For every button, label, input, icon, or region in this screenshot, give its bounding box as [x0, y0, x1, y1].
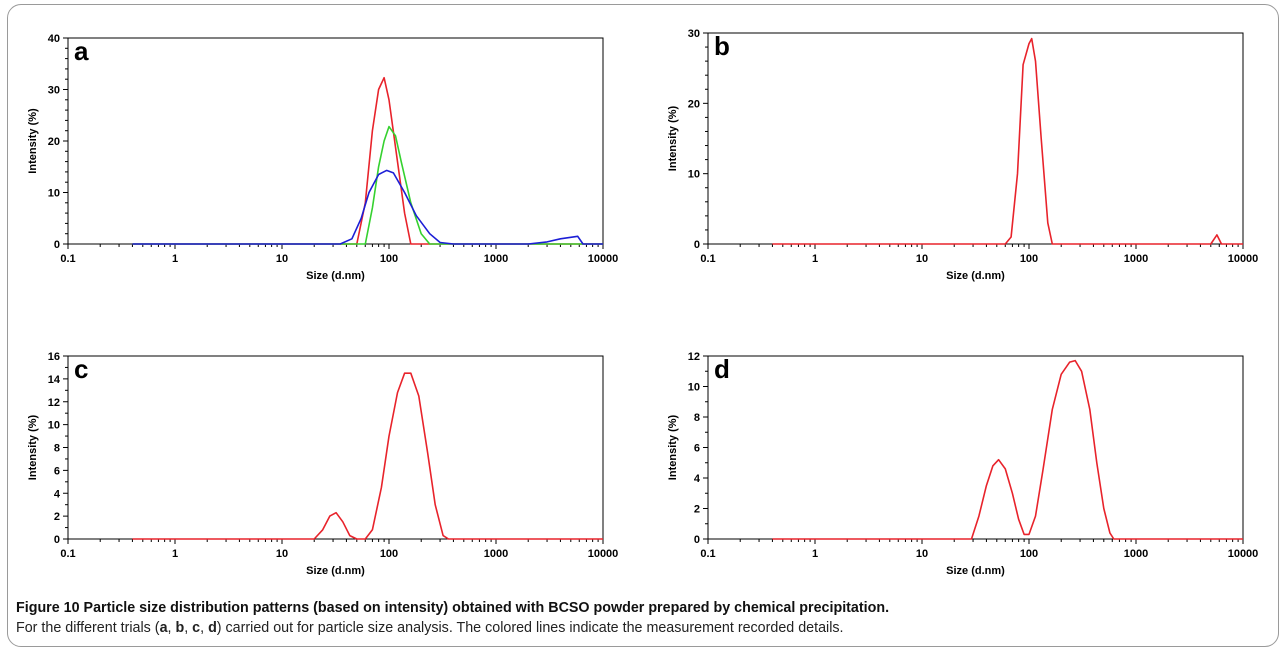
- y-tick-label: 12: [48, 397, 60, 409]
- y-tick-label: 30: [48, 85, 60, 97]
- caption-separator: ,: [167, 620, 176, 636]
- x-tick-label: 100: [380, 548, 398, 560]
- series-line-1: [772, 37, 1243, 245]
- x-tick-label: 1000: [1124, 548, 1148, 560]
- chart-panel-c: 0.1 1 10 100 1000 10000 0 2 4 6 8 10 12 14 16 Size (d.n…: [27, 351, 619, 577]
- y-tick-label: 2: [694, 504, 700, 516]
- caption-separator: ,: [200, 620, 209, 636]
- x-tick-label: 10: [276, 548, 288, 560]
- x-tick-label: 1: [172, 548, 178, 560]
- x-tick-label: 10000: [588, 253, 619, 265]
- y-tick-label: 10: [48, 188, 60, 200]
- caption-label-c: c: [192, 620, 201, 636]
- x-tick-label: 10: [276, 253, 288, 265]
- caption-body-suffix: ) carried out for particle size analysis…: [216, 620, 844, 636]
- y-tick-label: 10: [48, 420, 60, 432]
- panel-label: a: [74, 36, 89, 66]
- y-tick-label: 6: [694, 443, 700, 455]
- x-tick-label: 1: [172, 253, 178, 265]
- plot-frame: [707, 355, 1244, 540]
- y-axis-title: Intensity (%): [667, 105, 679, 171]
- y-tick-label: 8: [694, 412, 700, 424]
- x-axis-title: Size (d.nm): [306, 270, 365, 282]
- x-tick-label: 0.1: [60, 253, 75, 265]
- figure-caption: Figure 10 Particle size distribution pat…: [16, 598, 1266, 638]
- y-tick-label: 0: [54, 534, 60, 546]
- caption-title: Figure 10 Particle size distribution pat…: [16, 600, 890, 616]
- x-tick-label: 1000: [1124, 253, 1148, 265]
- y-tick-label: 12: [688, 351, 700, 363]
- caption-body-prefix: For the different trials (: [16, 620, 160, 636]
- x-tick-label: 0.1: [60, 548, 75, 560]
- y-tick-label: 10: [688, 169, 700, 181]
- series-line-2: [132, 125, 603, 245]
- y-tick-label: 2: [54, 511, 60, 523]
- chart-panel-d: 0.1 1 10 100 1000 10000 0 2 4 6 8 10 12 Size (d.nm) In…: [667, 351, 1259, 577]
- y-tick-label: 16: [48, 351, 60, 363]
- x-tick-label: 0.1: [700, 548, 715, 560]
- x-tick-label: 10000: [1228, 253, 1259, 265]
- y-tick-label: 0: [54, 239, 60, 251]
- x-tick-label: 10000: [1228, 548, 1259, 560]
- chart-panel-b: 0.1 1 10 100 1000 10000 0 10 20 30 Size (d.nm) Inte…: [667, 28, 1259, 282]
- x-tick-label: 10000: [588, 548, 619, 560]
- y-tick-label: 14: [48, 374, 61, 386]
- x-tick-label: 100: [1020, 253, 1038, 265]
- plot-frame: [67, 37, 604, 245]
- x-tick-label: 100: [380, 253, 398, 265]
- y-tick-label: 4: [694, 473, 701, 485]
- y-axis-title: Intensity (%): [27, 108, 39, 174]
- y-tick-label: 20: [688, 98, 700, 110]
- y-tick-label: 0: [694, 239, 700, 251]
- panel-label: c: [74, 354, 88, 384]
- plot-frame: [707, 32, 1244, 245]
- y-tick-label: 10: [688, 382, 700, 394]
- y-tick-label: 6: [54, 465, 60, 477]
- y-tick-label: 8: [54, 443, 60, 455]
- caption-body: For the different trials (a, b, c, d) ca…: [16, 620, 844, 636]
- x-axis-title: Size (d.nm): [946, 270, 1005, 282]
- x-axis-title: Size (d.nm): [306, 565, 365, 577]
- x-tick-label: 1: [812, 548, 818, 560]
- y-tick-label: 0: [694, 534, 700, 546]
- x-tick-label: 1: [812, 253, 818, 265]
- y-tick-label: 30: [688, 28, 700, 40]
- y-tick-label: 4: [54, 488, 61, 500]
- series-line-3: [132, 169, 603, 245]
- x-tick-label: 10: [916, 253, 928, 265]
- y-axis-title: Intensity (%): [27, 414, 39, 480]
- x-tick-label: 10: [916, 548, 928, 560]
- caption-separator: ,: [184, 620, 193, 636]
- series-line-1: [772, 359, 1243, 540]
- panel-label: d: [714, 354, 730, 384]
- y-tick-label: 20: [48, 136, 60, 148]
- plot-frame: [67, 355, 604, 540]
- y-tick-label: 40: [48, 33, 60, 45]
- x-tick-label: 1000: [484, 253, 508, 265]
- caption-label-b: b: [175, 620, 185, 636]
- x-tick-label: 100: [1020, 548, 1038, 560]
- caption-label-d: d: [208, 620, 217, 636]
- y-axis-title: Intensity (%): [667, 414, 679, 480]
- x-axis-title: Size (d.nm): [946, 565, 1005, 577]
- x-tick-label: 1000: [484, 548, 508, 560]
- caption-label-a: a: [159, 620, 168, 636]
- chart-panel-a: 0.1 1 10 100 1000 10000 0 10 20 30 40 Size (d.nm) In…: [27, 33, 619, 282]
- figure-frame: [7, 4, 1279, 647]
- panel-label: b: [714, 31, 730, 61]
- x-tick-label: 0.1: [700, 253, 715, 265]
- series-line-1: [132, 372, 603, 540]
- series-line-1: [132, 76, 603, 245]
